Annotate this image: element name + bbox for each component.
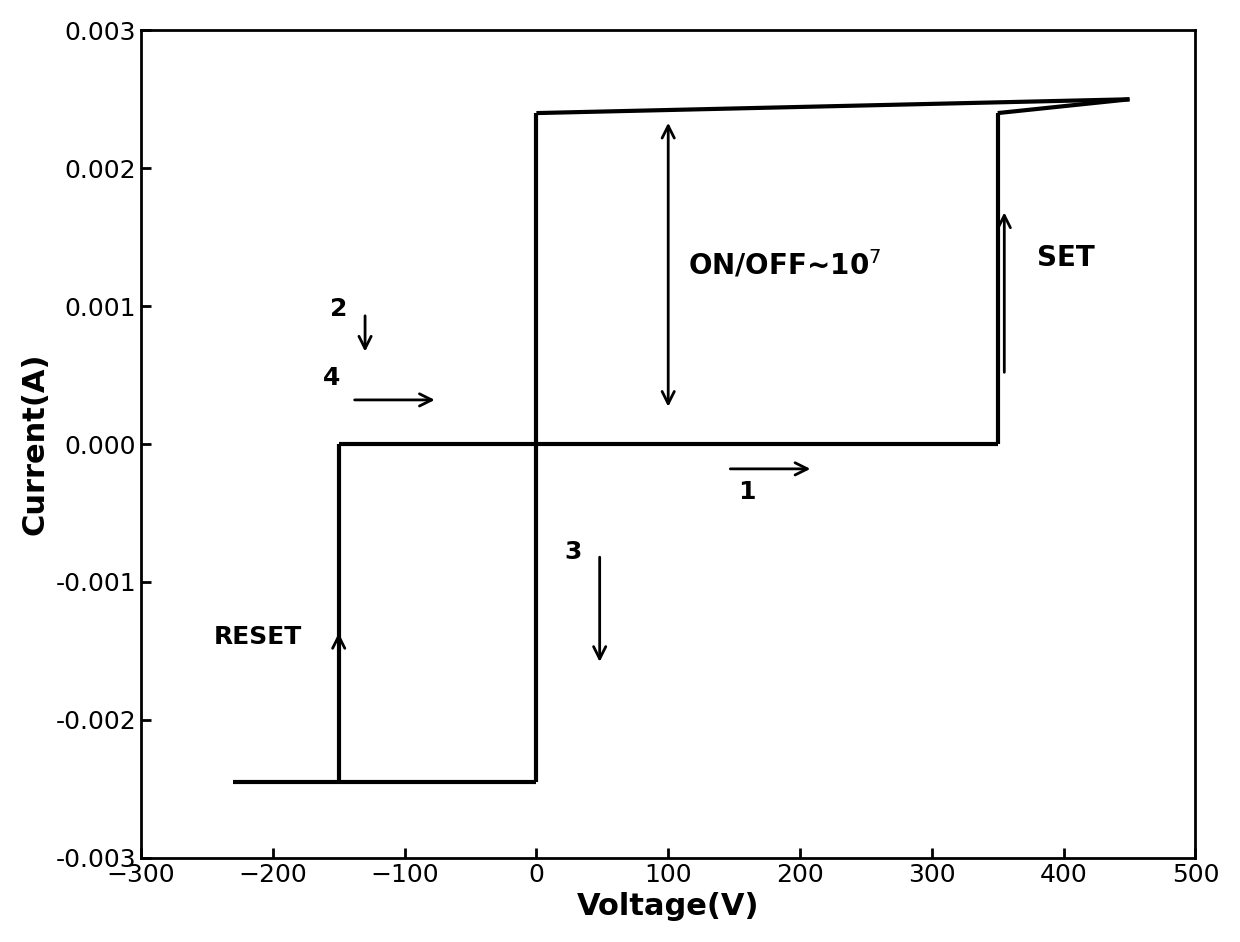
X-axis label: Voltage(V): Voltage(V)	[577, 892, 759, 921]
Text: 3: 3	[564, 540, 582, 563]
Text: 4: 4	[324, 365, 341, 390]
Text: SET: SET	[1037, 244, 1095, 272]
Text: RESET: RESET	[213, 625, 301, 649]
Text: 2: 2	[330, 297, 347, 321]
Text: ON/OFF~10$^7$: ON/OFF~10$^7$	[688, 249, 882, 281]
Y-axis label: Current(A): Current(A)	[21, 353, 50, 535]
Text: 1: 1	[739, 480, 756, 504]
